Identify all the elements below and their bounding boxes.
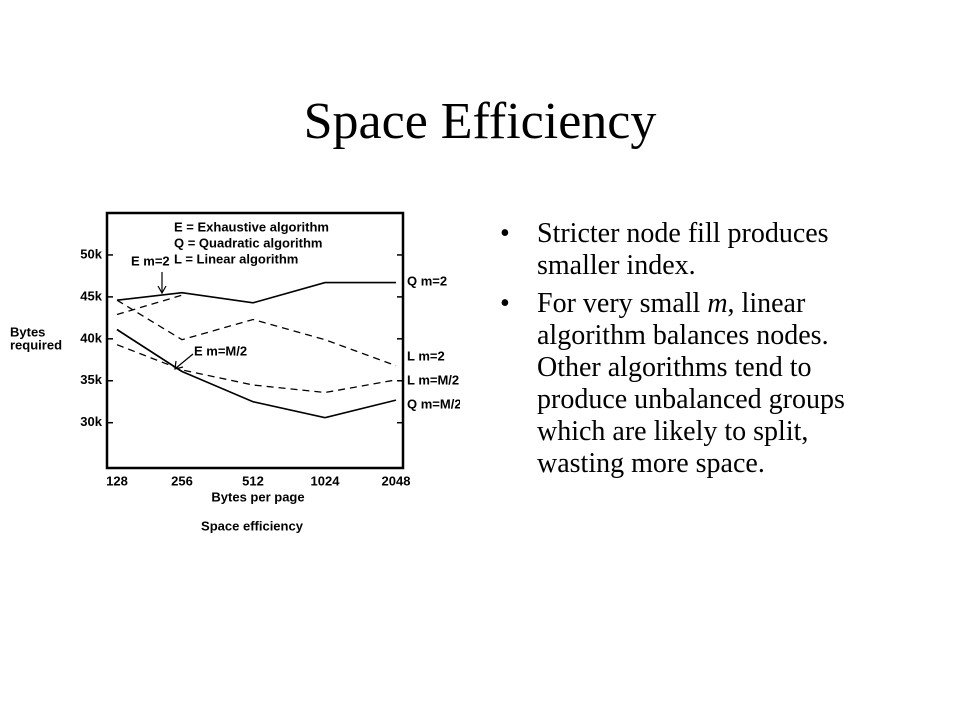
arrow	[175, 353, 194, 369]
bullet-text: Stricter node fill produces smaller inde…	[537, 218, 829, 281]
y-axis-label: required	[10, 337, 62, 352]
bullet: • For very small m, linear algorithm bala…	[500, 288, 870, 480]
legend-text: Q = Quadratic algorithm	[174, 235, 322, 250]
y-tick-label: 40k	[80, 330, 102, 345]
arrow-head	[157, 285, 167, 295]
x-tick-label: 512	[242, 473, 264, 488]
series-line	[116, 294, 183, 316]
y-tick-label: 35k	[80, 372, 102, 387]
series-label: Q m=M/2	[407, 396, 460, 411]
series-line	[116, 281, 396, 304]
y-tick-label: 50k	[80, 246, 102, 261]
series-line	[116, 344, 397, 394]
series-label: L m=2	[407, 348, 445, 363]
series-line	[116, 328, 397, 419]
arrow-head	[174, 360, 184, 370]
bullet-dot: •	[500, 218, 510, 249]
series-label: E m=2	[131, 253, 170, 268]
bullet-text: , linear algorithm balances nodes. Other…	[537, 288, 845, 479]
legend-text: L = Linear algorithm	[174, 251, 298, 266]
bullet: • Stricter node fill produces smaller ind…	[500, 218, 870, 282]
y-tick-label: 45k	[80, 288, 102, 303]
chart: 30k 35k 40k 45k 50k 128 256 512 1024 2048 Bytes pe…	[10, 211, 460, 533]
bullet-text: m	[707, 288, 728, 319]
caption: Space efficiency	[201, 518, 304, 533]
x-tick-label: 256	[171, 473, 193, 488]
series-label: L m=M/2	[407, 372, 459, 387]
bullet-dot: •	[500, 288, 510, 319]
series-label: Q m=2	[407, 273, 447, 288]
x-tick-label: 2048	[382, 473, 411, 488]
series-label: E m=M/2	[194, 343, 247, 358]
x-axis-label: Bytes per page	[211, 489, 304, 504]
bullet-text: For very small	[537, 288, 708, 319]
y-axis-label: Bytes	[10, 324, 45, 339]
legend-text: E = Exhaustive algorithm	[174, 219, 329, 234]
x-tick-label: 1024	[311, 473, 341, 488]
series-line	[116, 299, 397, 367]
x-tick-label: 128	[106, 473, 128, 488]
y-tick-label: 30k	[80, 414, 102, 429]
slide-title: Space Efficiency	[303, 93, 657, 150]
bullet-list: • Stricter node fill produces smaller ind…	[500, 218, 870, 486]
plot-frame	[105, 211, 405, 470]
